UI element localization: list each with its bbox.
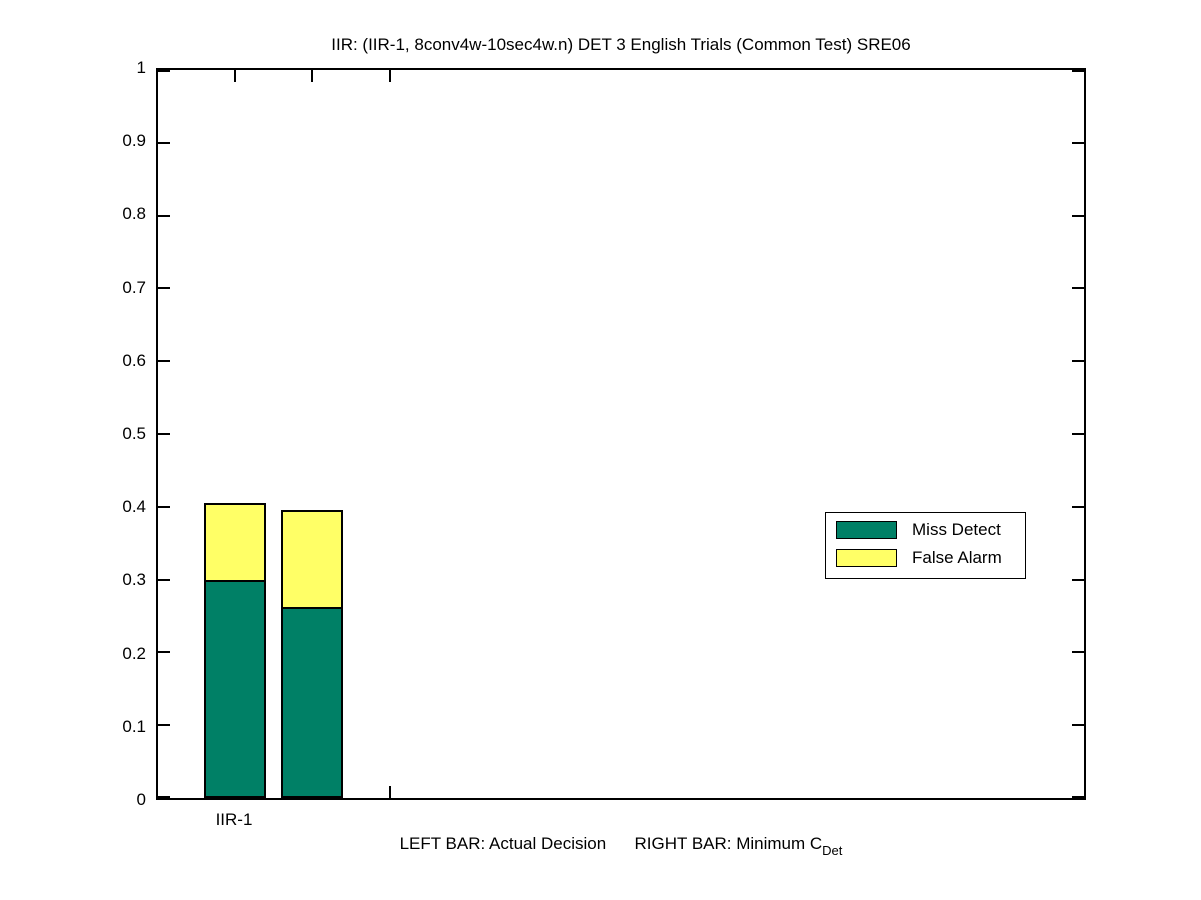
y-axis-tick-right [1072,796,1084,798]
y-axis-tick-right [1072,141,1084,144]
y-axis-tick-left [158,433,170,435]
y-axis-tick-right [1072,578,1084,581]
y-axis-tick-right [1072,433,1084,435]
x-axis-category-label: IIR-1 [215,810,253,829]
y-axis-tick-left [158,724,170,727]
stacked-bar [204,503,266,798]
x-axis-label-text: LEFT BAR: Actual Decision RIGHT BAR: Min… [399,834,823,853]
y-axis-tick-right [1072,287,1084,290]
y-axis-tick-label: 0.6 [122,350,146,370]
y-axis-tick-label: 0.5 [122,424,146,443]
y-axis-tick-label: 1 [136,58,146,77]
x-axis-label: LEFT BAR: Actual Decision RIGHT BAR: Min… [156,834,1086,858]
y-axis-tick-left [158,141,170,144]
legend-box: Miss Detect False Alarm [825,512,1026,579]
y-axis-tick-left [158,360,170,363]
y-axis-tick-right [1072,724,1084,727]
x-axis-tick-top [234,70,237,82]
chart-title: IIR: (IIR-1, 8conv4w-10sec4w.n) DET 3 En… [331,35,911,54]
miss-detect-color-swatch [836,521,897,539]
x-axis-tick-bottom [388,786,391,798]
legend-entry-miss-detect: Miss Detect [836,520,1001,540]
y-axis-tick-right [1072,505,1084,508]
y-axis-tick-label: 0.3 [122,570,146,590]
y-axis-tick-label: 0.4 [122,497,146,517]
x-axis-tick-top [388,70,391,82]
miss-detect-segment [283,607,341,796]
y-axis-tick-label: 0 [136,790,146,809]
legend-label-false-alarm: False Alarm [912,548,1002,567]
y-axis-tick-left [158,287,170,290]
y-axis-tick-label: 0.7 [122,277,146,297]
y-axis-tick-left [158,578,170,581]
y-axis-tick-left [158,651,170,654]
plot-area [156,68,1086,800]
y-axis-tick-right [1072,651,1084,654]
y-axis-tick-right [1072,214,1084,217]
stacked-bar [281,510,343,798]
y-axis-tick-left [158,70,170,72]
y-axis-tick-label: 0.2 [122,643,146,663]
y-axis-tick-label: 0.9 [122,131,146,151]
y-axis-tick-right [1072,70,1084,72]
miss-detect-segment [206,580,264,796]
y-axis-tick-right [1072,360,1084,363]
false-alarm-color-swatch [836,549,897,567]
legend-label-miss-detect: Miss Detect [912,520,1001,539]
legend-entry-false-alarm: False Alarm [836,548,1002,568]
y-axis-tick-left [158,505,170,508]
x-axis-tick-top [311,70,314,82]
y-axis-tick-left [158,796,170,798]
y-axis-tick-label: 0.1 [122,716,146,736]
x-axis-label-subscript: Det [822,843,843,858]
y-axis-tick-left [158,214,170,217]
y-axis-tick-label: 0.8 [122,204,146,224]
